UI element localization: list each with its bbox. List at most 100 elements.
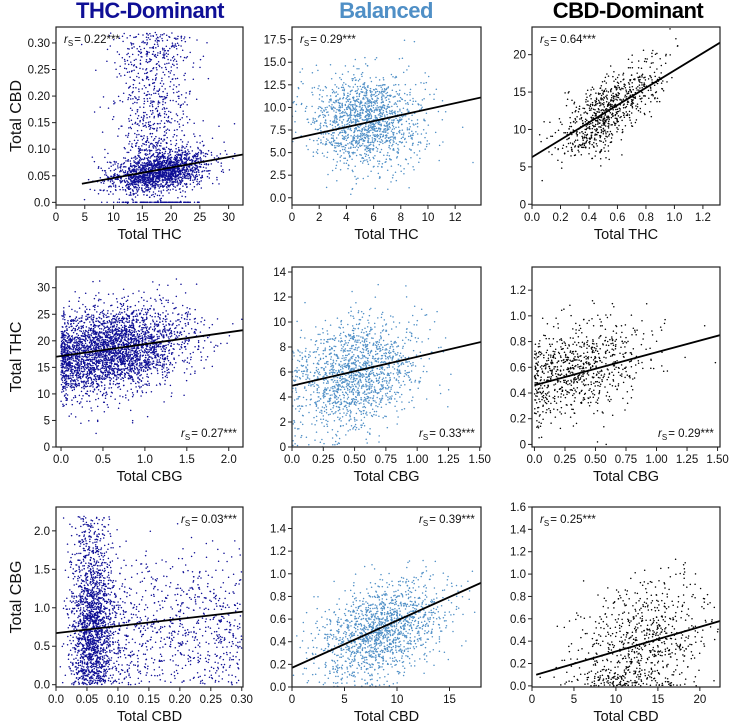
data-point bbox=[644, 103, 647, 105]
data-point bbox=[400, 137, 403, 140]
data-point bbox=[171, 118, 173, 120]
data-point bbox=[146, 100, 149, 102]
data-point bbox=[331, 169, 334, 172]
data-point bbox=[311, 105, 313, 108]
data-point bbox=[619, 110, 621, 112]
x-tick-label: 10 bbox=[107, 212, 120, 224]
data-point bbox=[325, 186, 328, 189]
correlation-annotation: rS= 0.22*** bbox=[64, 34, 120, 48]
data-point bbox=[107, 176, 109, 178]
data-point bbox=[162, 90, 164, 93]
data-point bbox=[136, 134, 138, 136]
data-point bbox=[127, 47, 129, 50]
data-point bbox=[294, 110, 297, 112]
data-point bbox=[575, 133, 578, 135]
data-point bbox=[359, 138, 361, 141]
data-point bbox=[380, 98, 383, 101]
column-title-cbd-dominant: CBD-Dominant bbox=[552, 0, 704, 23]
data-point bbox=[584, 134, 586, 136]
data-point bbox=[154, 180, 156, 183]
data-point bbox=[416, 133, 419, 135]
data-point bbox=[113, 102, 115, 105]
data-point bbox=[189, 51, 191, 54]
data-point bbox=[359, 160, 362, 163]
data-point bbox=[172, 183, 175, 186]
data-point bbox=[621, 128, 624, 131]
data-point bbox=[137, 54, 140, 56]
data-point bbox=[353, 108, 356, 111]
data-point bbox=[381, 88, 384, 90]
data-point bbox=[193, 175, 195, 178]
data-point bbox=[111, 180, 114, 182]
data-point bbox=[155, 38, 158, 40]
data-point bbox=[355, 79, 357, 81]
data-point bbox=[198, 163, 201, 165]
data-point bbox=[372, 88, 375, 91]
data-point bbox=[433, 98, 435, 101]
data-point bbox=[314, 128, 317, 130]
data-point bbox=[353, 74, 355, 76]
data-point bbox=[158, 112, 161, 115]
data-point bbox=[365, 125, 367, 128]
data-point bbox=[134, 176, 137, 179]
data-point bbox=[349, 117, 352, 119]
data-point bbox=[586, 139, 588, 141]
data-point bbox=[136, 163, 138, 166]
data-point bbox=[124, 60, 126, 63]
data-point bbox=[378, 163, 380, 165]
data-point bbox=[389, 126, 391, 129]
data-point bbox=[181, 117, 183, 119]
data-point bbox=[403, 145, 406, 148]
data-point bbox=[141, 162, 144, 164]
data-point bbox=[189, 159, 192, 161]
data-point bbox=[409, 99, 411, 102]
data-point bbox=[400, 119, 402, 121]
data-point bbox=[343, 92, 345, 94]
data-point bbox=[114, 168, 117, 171]
data-point bbox=[386, 129, 389, 131]
data-point bbox=[104, 156, 106, 159]
data-point bbox=[167, 148, 170, 150]
data-point bbox=[320, 110, 322, 112]
data-point bbox=[181, 169, 184, 172]
data-point bbox=[164, 150, 167, 153]
data-point bbox=[607, 115, 610, 118]
data-point bbox=[415, 130, 417, 133]
data-point bbox=[386, 124, 389, 127]
data-point bbox=[198, 166, 201, 168]
data-point bbox=[184, 154, 187, 156]
data-point bbox=[335, 86, 338, 88]
data-point bbox=[126, 186, 128, 189]
data-point bbox=[416, 122, 419, 125]
data-point bbox=[354, 107, 357, 109]
data-point bbox=[360, 138, 362, 141]
data-point bbox=[384, 131, 387, 133]
data-point bbox=[193, 171, 196, 174]
data-point bbox=[127, 159, 130, 161]
data-point bbox=[178, 157, 181, 159]
data-point bbox=[137, 164, 139, 167]
data-point bbox=[128, 56, 131, 58]
data-point bbox=[179, 182, 181, 184]
data-point bbox=[557, 129, 560, 131]
data-point bbox=[129, 85, 131, 88]
data-point bbox=[169, 158, 172, 161]
data-point bbox=[380, 133, 383, 135]
data-point bbox=[617, 82, 620, 84]
data-point bbox=[139, 106, 141, 108]
data-point bbox=[317, 128, 320, 131]
data-point bbox=[149, 110, 152, 112]
data-point bbox=[161, 173, 163, 176]
data-point bbox=[159, 180, 161, 182]
data-point bbox=[391, 105, 393, 108]
data-point bbox=[154, 193, 157, 195]
data-point bbox=[116, 165, 119, 167]
data-point bbox=[635, 87, 638, 89]
x-tick-label: 30 bbox=[222, 212, 235, 224]
data-point bbox=[391, 89, 394, 91]
data-point bbox=[369, 141, 372, 144]
data-point bbox=[616, 76, 619, 79]
data-point bbox=[369, 77, 372, 79]
data-point bbox=[585, 125, 588, 127]
data-point bbox=[138, 96, 140, 98]
